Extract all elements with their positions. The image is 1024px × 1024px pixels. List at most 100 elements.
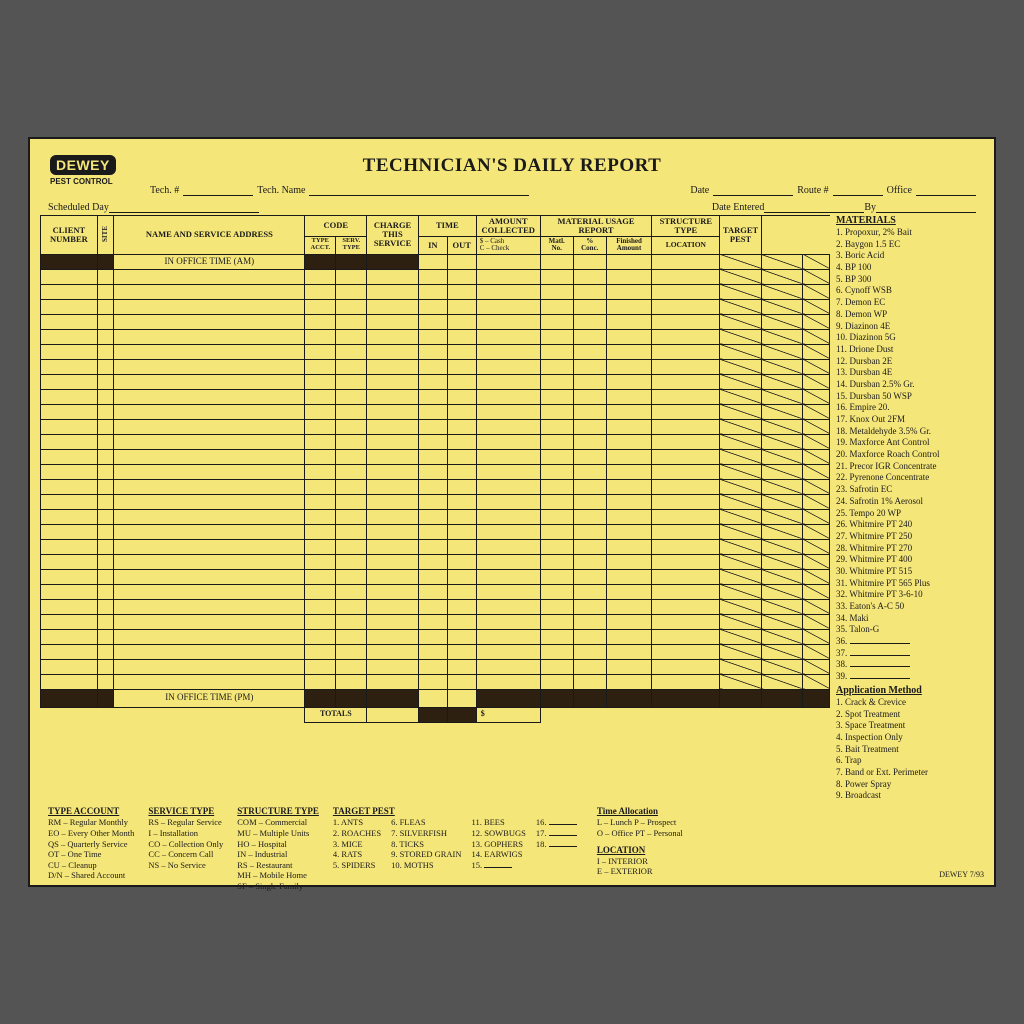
grid-cell[interactable] <box>476 344 540 359</box>
grid-cell[interactable] <box>336 419 367 434</box>
grid-cell[interactable] <box>476 329 540 344</box>
grid-cell[interactable] <box>305 389 336 404</box>
grid-cell[interactable] <box>336 539 367 554</box>
grid-cell[interactable] <box>447 599 476 614</box>
grid-cell[interactable] <box>114 614 305 629</box>
grid-cell[interactable] <box>305 434 336 449</box>
grid-cell[interactable] <box>606 614 651 629</box>
grid-cell[interactable] <box>476 299 540 314</box>
grid-cell[interactable] <box>606 644 651 659</box>
grid-cell[interactable] <box>418 329 447 344</box>
grid-cell[interactable] <box>97 404 114 419</box>
grid-cell[interactable] <box>476 554 540 569</box>
grid-cell[interactable] <box>573 554 606 569</box>
grid-cell[interactable] <box>476 314 540 329</box>
grid-cell[interactable] <box>606 374 651 389</box>
grid-cell[interactable] <box>114 629 305 644</box>
grid-cell[interactable] <box>97 614 114 629</box>
grid-cell[interactable] <box>41 434 98 449</box>
route-field[interactable] <box>833 185 883 196</box>
grid-cell[interactable] <box>418 464 447 479</box>
grid-cell[interactable] <box>652 554 720 569</box>
grid-cell[interactable] <box>476 269 540 284</box>
grid-cell[interactable] <box>447 284 476 299</box>
grid-cell[interactable] <box>652 644 720 659</box>
grid-cell[interactable] <box>573 584 606 599</box>
grid-cell[interactable] <box>367 584 419 599</box>
grid-cell[interactable] <box>41 479 98 494</box>
tech-name-field[interactable] <box>309 185 529 196</box>
grid-cell[interactable] <box>41 554 98 569</box>
grid-cell[interactable] <box>336 554 367 569</box>
grid-cell[interactable] <box>418 434 447 449</box>
grid-cell[interactable] <box>476 389 540 404</box>
grid-cell[interactable] <box>447 314 476 329</box>
grid-cell[interactable] <box>606 284 651 299</box>
grid-cell[interactable] <box>606 404 651 419</box>
grid-cell[interactable] <box>418 614 447 629</box>
grid-cell[interactable] <box>476 449 540 464</box>
grid-cell[interactable] <box>305 449 336 464</box>
grid-cell[interactable] <box>367 449 419 464</box>
grid-cell[interactable] <box>114 494 305 509</box>
grid-cell[interactable] <box>97 674 114 689</box>
grid-cell[interactable] <box>305 614 336 629</box>
grid-cell[interactable] <box>606 329 651 344</box>
grid-cell[interactable] <box>606 434 651 449</box>
grid-cell[interactable] <box>41 659 98 674</box>
grid-cell[interactable] <box>336 479 367 494</box>
grid-cell[interactable] <box>652 509 720 524</box>
grid-cell[interactable] <box>97 494 114 509</box>
grid-cell[interactable] <box>41 329 98 344</box>
grid-cell[interactable] <box>336 374 367 389</box>
grid-cell[interactable] <box>97 419 114 434</box>
grid-cell[interactable] <box>540 359 573 374</box>
grid-cell[interactable] <box>476 464 540 479</box>
grid-cell[interactable] <box>305 314 336 329</box>
grid-cell[interactable] <box>114 419 305 434</box>
grid-cell[interactable] <box>447 554 476 569</box>
grid-cell[interactable] <box>476 524 540 539</box>
grid-cell[interactable] <box>41 404 98 419</box>
grid-cell[interactable] <box>367 494 419 509</box>
grid-cell[interactable] <box>540 524 573 539</box>
grid-cell[interactable] <box>476 419 540 434</box>
grid-cell[interactable] <box>114 554 305 569</box>
grid-cell[interactable] <box>606 599 651 614</box>
grid-cell[interactable] <box>41 674 98 689</box>
grid-cell[interactable] <box>476 674 540 689</box>
grid-cell[interactable] <box>41 644 98 659</box>
grid-cell[interactable] <box>447 449 476 464</box>
grid-cell[interactable] <box>367 659 419 674</box>
grid-cell[interactable] <box>573 404 606 419</box>
grid-cell[interactable] <box>540 644 573 659</box>
grid-cell[interactable] <box>114 284 305 299</box>
grid-cell[interactable] <box>305 509 336 524</box>
grid-cell[interactable] <box>447 494 476 509</box>
grid-cell[interactable] <box>367 419 419 434</box>
grid-cell[interactable] <box>606 659 651 674</box>
grid-cell[interactable] <box>573 284 606 299</box>
grid-cell[interactable] <box>573 659 606 674</box>
grid-cell[interactable] <box>41 494 98 509</box>
grid-cell[interactable] <box>573 434 606 449</box>
grid-cell[interactable] <box>573 419 606 434</box>
grid-cell[interactable] <box>336 584 367 599</box>
grid-cell[interactable] <box>652 299 720 314</box>
grid-cell[interactable] <box>573 359 606 374</box>
grid-cell[interactable] <box>41 374 98 389</box>
grid-cell[interactable] <box>114 299 305 314</box>
grid-cell[interactable] <box>573 374 606 389</box>
grid-cell[interactable] <box>652 359 720 374</box>
grid-cell[interactable] <box>476 614 540 629</box>
grid-cell[interactable] <box>97 509 114 524</box>
grid-cell[interactable] <box>114 464 305 479</box>
grid-cell[interactable] <box>97 449 114 464</box>
grid-cell[interactable] <box>447 644 476 659</box>
grid-cell[interactable] <box>418 284 447 299</box>
grid-cell[interactable] <box>540 479 573 494</box>
grid-cell[interactable] <box>114 314 305 329</box>
grid-cell[interactable] <box>336 494 367 509</box>
grid-cell[interactable] <box>114 674 305 689</box>
grid-cell[interactable] <box>97 629 114 644</box>
